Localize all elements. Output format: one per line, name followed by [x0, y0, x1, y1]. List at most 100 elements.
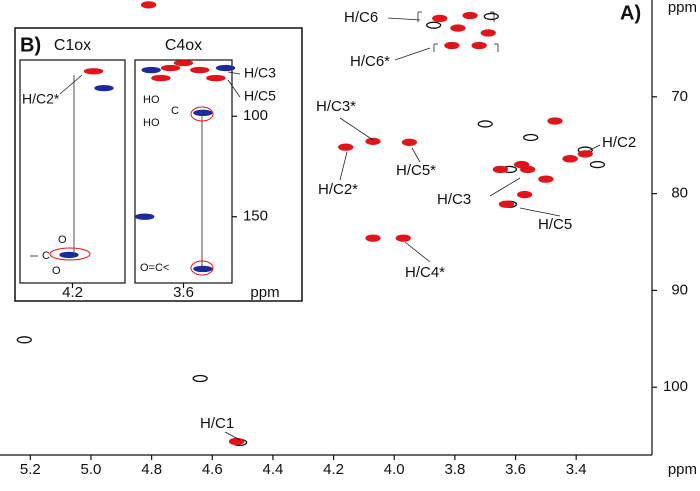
- peak: [206, 74, 226, 82]
- annotation: H/C5*: [396, 162, 436, 179]
- leader-line: [227, 71, 241, 75]
- peak: [450, 24, 466, 32]
- x-tick-label: 4.2: [62, 284, 83, 301]
- peak: [589, 160, 606, 169]
- leader-line: [404, 241, 431, 263]
- peak: [16, 336, 32, 344]
- x-tick-label: 4.8: [141, 461, 162, 478]
- leader-line: [411, 147, 421, 163]
- x-tick-label: 5.0: [81, 461, 102, 478]
- peak: [193, 265, 213, 273]
- annotation: H/C3: [437, 191, 471, 208]
- panel-title: C4ox: [165, 37, 202, 54]
- annotation: HO: [143, 117, 160, 129]
- peak: [471, 41, 487, 50]
- x-tick-label: 3.6: [505, 461, 526, 478]
- x-tick-label: 3.4: [566, 461, 587, 478]
- peak: [190, 66, 210, 74]
- leader-line: [387, 17, 421, 21]
- x-tick-label: 3.6: [173, 284, 194, 301]
- peak: [516, 190, 533, 199]
- x-tick-label: 4.0: [384, 461, 405, 478]
- peak: [228, 437, 245, 446]
- peak: [432, 14, 448, 23]
- y-tick-label: 90: [671, 281, 688, 298]
- peak: [83, 68, 104, 75]
- peak: [192, 374, 208, 383]
- annotation: H/C6*: [350, 53, 390, 70]
- peak: [577, 150, 593, 158]
- leader-line: [394, 47, 431, 61]
- peak: [151, 74, 171, 82]
- annotation: C: [42, 250, 50, 262]
- peak: [462, 11, 478, 20]
- annotation: H/C3*: [316, 98, 356, 115]
- peak: [492, 165, 509, 174]
- peak: [215, 64, 236, 72]
- annotation: H/C6: [344, 9, 378, 26]
- peak: [59, 251, 79, 259]
- peak: [193, 109, 213, 116]
- y-tick-label: 150: [243, 208, 268, 225]
- peak: [140, 1, 157, 9]
- leader-line: [339, 117, 374, 141]
- peak: [173, 59, 194, 67]
- leader-line: [519, 207, 561, 217]
- leader-line: [587, 144, 601, 152]
- annotation: C: [171, 105, 179, 117]
- leader-line: [339, 151, 348, 181]
- peak: [498, 200, 515, 208]
- y-tick-label: 100: [663, 378, 688, 395]
- x-tick-label: 4.2: [323, 461, 344, 478]
- peak: [135, 213, 155, 220]
- annotation: H/C5: [538, 216, 572, 233]
- peak: [141, 66, 161, 74]
- peak: [523, 133, 539, 142]
- panel-label: B): [20, 34, 41, 56]
- annotation: H/C5: [244, 88, 276, 104]
- peak: [480, 29, 496, 37]
- peak: [483, 12, 499, 21]
- leader-line: [489, 177, 521, 197]
- annotation: H/C2*: [318, 181, 358, 198]
- annotation: O: [58, 234, 67, 246]
- peak: [562, 155, 578, 163]
- peak: [395, 234, 411, 242]
- peak: [547, 117, 563, 125]
- x-tick-label: 4.4: [263, 461, 284, 478]
- peak: [160, 64, 181, 72]
- y-tick-label: 100: [243, 107, 268, 124]
- highlight: [190, 260, 214, 276]
- peak: [444, 41, 460, 50]
- x-tick-label: 5.2: [20, 461, 41, 478]
- highlight: [49, 247, 91, 261]
- panel-title: C1ox: [54, 37, 91, 54]
- annotation: H/C1: [200, 415, 234, 432]
- peak: [538, 175, 554, 183]
- panel-label: A): [620, 2, 641, 24]
- y-axis-label: ppm: [668, 0, 697, 16]
- annotation: O=C<: [140, 262, 169, 274]
- highlight: [190, 106, 214, 122]
- peak: [365, 234, 381, 242]
- y-tick-label: 70: [671, 88, 688, 105]
- annotation: H/C4*: [405, 264, 445, 281]
- leader-line: [224, 431, 241, 441]
- leader-line: [227, 79, 241, 98]
- peak: [401, 138, 418, 146]
- x-tick-label: 4.6: [202, 461, 223, 478]
- peak: [94, 84, 114, 92]
- annotation: H/C3: [244, 65, 276, 81]
- x-axis-label: ppm: [668, 461, 697, 478]
- x-tick-label: 3.8: [444, 461, 465, 478]
- peak: [477, 120, 493, 128]
- leader-line: [59, 74, 83, 95]
- annotation: HO: [143, 94, 160, 106]
- peak: [365, 137, 381, 145]
- peak: [426, 21, 442, 29]
- annotation: H/C2: [602, 134, 636, 151]
- annotation: H/C2*: [22, 91, 60, 107]
- y-tick-label: 80: [671, 185, 688, 202]
- annotation: O: [52, 265, 61, 277]
